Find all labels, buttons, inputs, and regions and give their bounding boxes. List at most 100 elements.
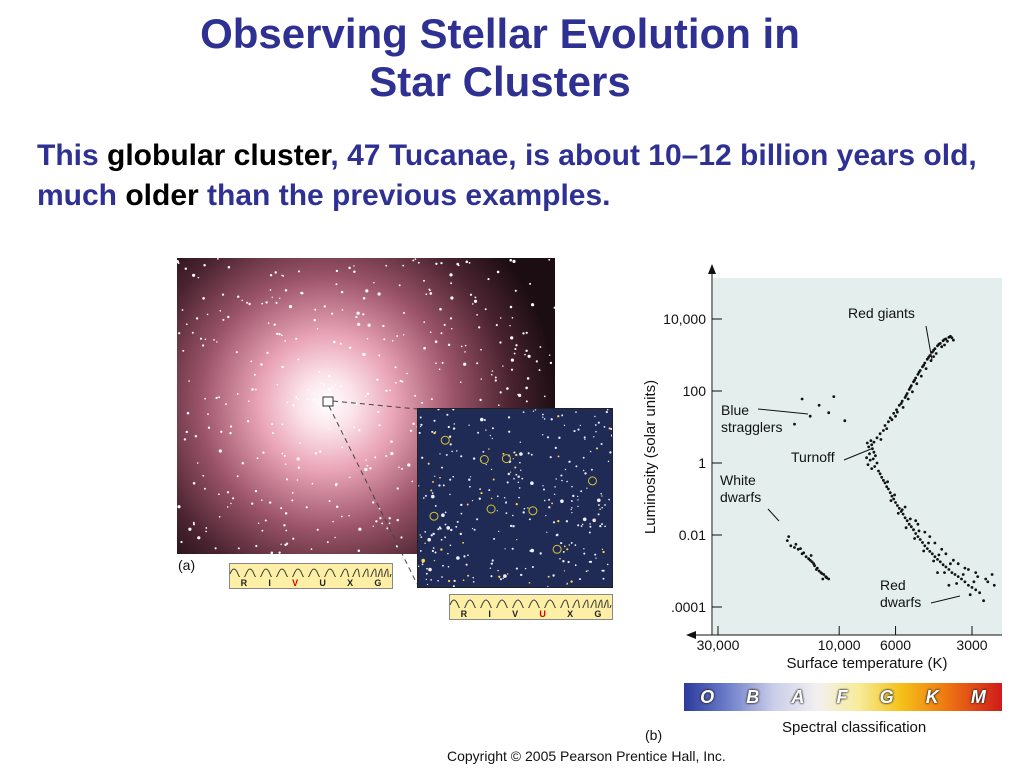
star	[433, 559, 436, 562]
annotation-label: Red dwarfs	[880, 577, 921, 610]
data-point	[940, 345, 944, 349]
star	[566, 480, 568, 483]
star	[512, 259, 516, 263]
data-point	[787, 535, 791, 538]
data-point	[970, 586, 974, 589]
star	[553, 493, 556, 496]
star	[509, 258, 512, 262]
data-point	[974, 588, 978, 592]
band-letters: R I V U X G	[450, 609, 612, 619]
star	[462, 541, 465, 544]
star	[188, 380, 190, 382]
data-point	[869, 439, 873, 442]
star	[462, 579, 465, 581]
annotation-line: White	[720, 472, 756, 488]
star	[499, 341, 502, 344]
star	[406, 372, 408, 375]
star	[284, 340, 287, 342]
data-point	[956, 562, 960, 566]
annotation-pointer	[925, 325, 933, 361]
y-axis-arrow-icon	[708, 264, 716, 274]
star	[560, 499, 564, 503]
data-point	[901, 512, 905, 516]
data-point	[950, 336, 954, 340]
star	[437, 579, 439, 582]
data-point	[802, 551, 806, 555]
star	[423, 321, 426, 323]
star	[250, 360, 253, 363]
star	[602, 550, 605, 554]
star	[180, 540, 183, 544]
star	[494, 379, 497, 382]
star	[593, 436, 595, 438]
data-point	[919, 374, 923, 378]
data-point	[912, 528, 915, 532]
data-point	[896, 504, 899, 507]
star	[467, 554, 469, 557]
star	[551, 502, 553, 505]
data-point	[960, 577, 963, 581]
star	[285, 478, 289, 481]
star	[490, 468, 493, 471]
x-tick-label: 30,000	[697, 637, 740, 653]
star	[418, 485, 420, 487]
spectral-class-f: F	[836, 686, 848, 707]
star	[510, 358, 514, 362]
data-point	[820, 572, 824, 575]
star	[450, 296, 454, 300]
star	[576, 495, 579, 498]
star	[426, 567, 428, 570]
star	[599, 508, 601, 511]
star	[365, 289, 369, 293]
star	[273, 323, 276, 326]
star	[261, 499, 263, 501]
y-tick-label: 0.01	[679, 527, 706, 543]
annotation-line: stragglers	[721, 419, 782, 435]
star	[421, 563, 424, 566]
star	[491, 559, 494, 562]
data-point	[914, 532, 918, 535]
star	[460, 503, 463, 507]
data-point	[976, 575, 980, 578]
star	[280, 507, 283, 510]
star	[310, 548, 313, 550]
star	[505, 512, 508, 515]
star	[437, 409, 440, 411]
star	[328, 374, 331, 378]
star	[267, 322, 270, 324]
data-point	[930, 552, 934, 556]
x-tick-label: 6000	[880, 637, 911, 653]
star	[314, 452, 318, 455]
annotation-line: Red	[880, 577, 906, 593]
star	[451, 450, 453, 453]
band-letter: I	[268, 578, 271, 588]
star	[297, 358, 300, 361]
band-letter: V	[512, 609, 519, 619]
star	[526, 377, 530, 380]
star	[221, 293, 225, 296]
data-point	[908, 386, 912, 389]
star	[513, 352, 516, 355]
star	[517, 481, 520, 484]
star	[192, 482, 196, 485]
star	[460, 512, 463, 515]
data-point	[872, 440, 876, 444]
band-letter: U	[319, 578, 326, 588]
star	[515, 344, 518, 347]
star	[192, 273, 196, 277]
star	[251, 388, 254, 391]
star	[557, 455, 560, 458]
star	[248, 400, 250, 402]
star	[509, 471, 512, 473]
star	[448, 435, 452, 438]
star	[525, 331, 528, 334]
star	[527, 452, 530, 455]
star	[218, 493, 220, 496]
star	[602, 569, 605, 572]
star	[216, 341, 218, 343]
star	[432, 547, 435, 549]
star	[269, 501, 272, 504]
star	[543, 418, 546, 420]
data-point	[944, 552, 948, 556]
